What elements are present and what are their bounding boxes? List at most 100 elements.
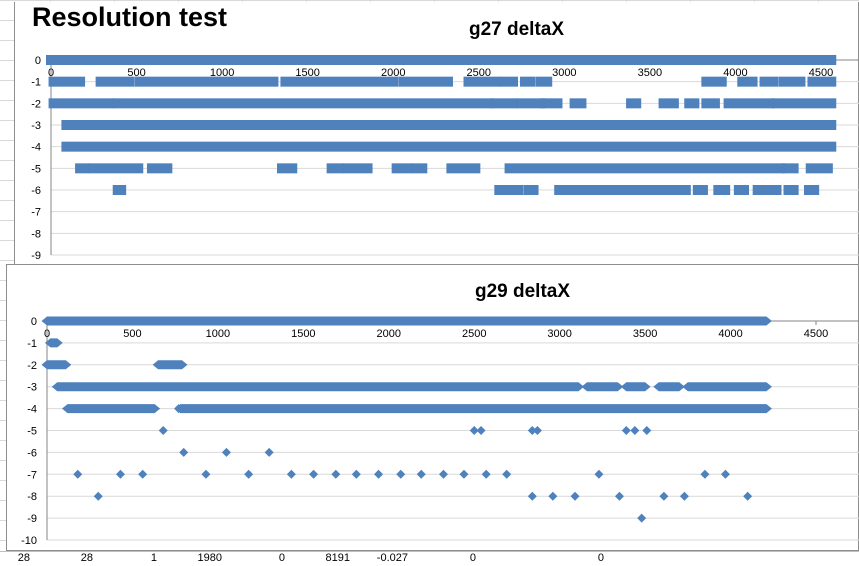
data-run [46,55,837,65]
data-point [481,469,491,479]
data-point [221,447,231,457]
data-run [737,76,758,87]
y-tick-label: -9 [27,513,37,525]
data-run [508,185,524,195]
data-run [692,185,708,195]
data-point [700,469,710,479]
x-tick-label: 1000 [210,67,234,79]
data-point [570,491,580,501]
data-point [469,426,479,435]
data-point [532,426,542,435]
data-run [75,163,91,174]
x-tick-label: 3500 [633,328,657,340]
y-tick-label: -4 [27,404,37,416]
chart-g29-deltax[interactable]: 0 -1 -2 -3 -4 -5 -6 -7 -8 -9 -10 0 500 1000 1500 2000 25… [6,264,859,551]
y-tick-label: -6 [31,185,41,197]
chart-title: g27 deltaX [468,19,565,40]
data-run [622,185,691,195]
y-tick-label: -5 [31,163,41,175]
data-run [804,185,820,195]
data-point [309,469,319,479]
y-tick-label: -1 [31,77,41,89]
data-run [62,404,161,414]
y-tick-label: -7 [31,207,41,219]
data-run [88,163,144,174]
y-tick-label: 0 [35,55,41,67]
data-run [540,98,563,109]
data-point [396,469,406,479]
data-run [95,76,135,87]
y-tick-label: -2 [31,98,41,110]
y-tick-label: -1 [27,338,37,350]
data-run [554,185,625,195]
data-run [626,98,642,109]
cell[interactable]: 1980 [197,552,222,564]
x-tick-label: 4000 [718,328,742,340]
y-tick-label: -7 [27,469,37,481]
data-run [504,163,785,174]
x-tick-label: 1500 [291,328,315,340]
data-run [658,98,679,109]
y-tick-label: -5 [27,426,37,438]
data-run [519,76,536,87]
cell[interactable]: 0 [469,552,476,564]
data-run [581,382,624,392]
data-point [527,491,537,501]
data-point [201,469,211,479]
data-point [73,469,83,479]
data-run [805,163,833,174]
data-point [630,426,640,435]
data-point [374,469,384,479]
chart-g29-plot: 0 -1 -2 -3 -4 -5 -6 -7 -8 -9 -10 0 500 1000 1500 2000 25… [21,316,859,547]
data-point [594,469,604,479]
data-run [48,98,115,109]
data-run [326,163,344,174]
x-tick-label: 1000 [206,328,230,340]
x-tick-label: 4500 [809,67,833,79]
data-point [93,491,103,501]
data-run [112,185,127,195]
data-run [342,163,373,174]
data-point [659,491,669,501]
page-title: Resolution test [28,2,232,33]
data-run [781,163,799,174]
data-point [115,469,125,479]
data-run [44,338,63,348]
y-tick-label: -6 [27,447,37,459]
data-run [134,76,279,87]
cell[interactable]: -0.027 [376,552,408,564]
cell[interactable]: 28 [17,552,30,564]
cell[interactable]: 28 [80,552,93,564]
data-point [244,469,254,479]
x-tick-label: 500 [127,67,145,79]
data-run [174,404,772,414]
y-tick-label: -3 [27,382,37,394]
y-tick-label: -8 [31,228,41,240]
x-tick-label: 3500 [638,67,662,79]
data-point [679,491,689,501]
data-run [41,360,72,370]
data-point [331,469,341,479]
data-point [459,469,469,479]
data-run [463,76,501,87]
chart-g27-deltax[interactable]: 0 -1 -2 -3 -4 -5 -6 -7 -8 -9 0 500 1000 1500 2000 2500 3… [14,2,859,266]
data-run [684,98,700,109]
cell[interactable]: 1 [150,552,157,564]
data-point [264,447,274,457]
data-run [701,76,727,87]
data-run [146,163,173,174]
x-tick-label: 1500 [295,67,319,79]
cell[interactable]: 0 [597,552,604,564]
data-point [286,469,296,479]
x-tick-label: 3000 [552,67,576,79]
y-tick-label: -2 [27,360,37,372]
y-tick-label: -3 [31,120,41,132]
cell[interactable]: 0 [278,552,285,564]
data-point [743,491,753,501]
chart-title: g29 deltaX [474,281,571,302]
cell[interactable]: 8191 [325,552,350,564]
data-run [713,185,731,195]
x-tick-label: 500 [123,328,141,340]
y-tick-label: -10 [21,535,37,547]
data-point [158,426,168,435]
